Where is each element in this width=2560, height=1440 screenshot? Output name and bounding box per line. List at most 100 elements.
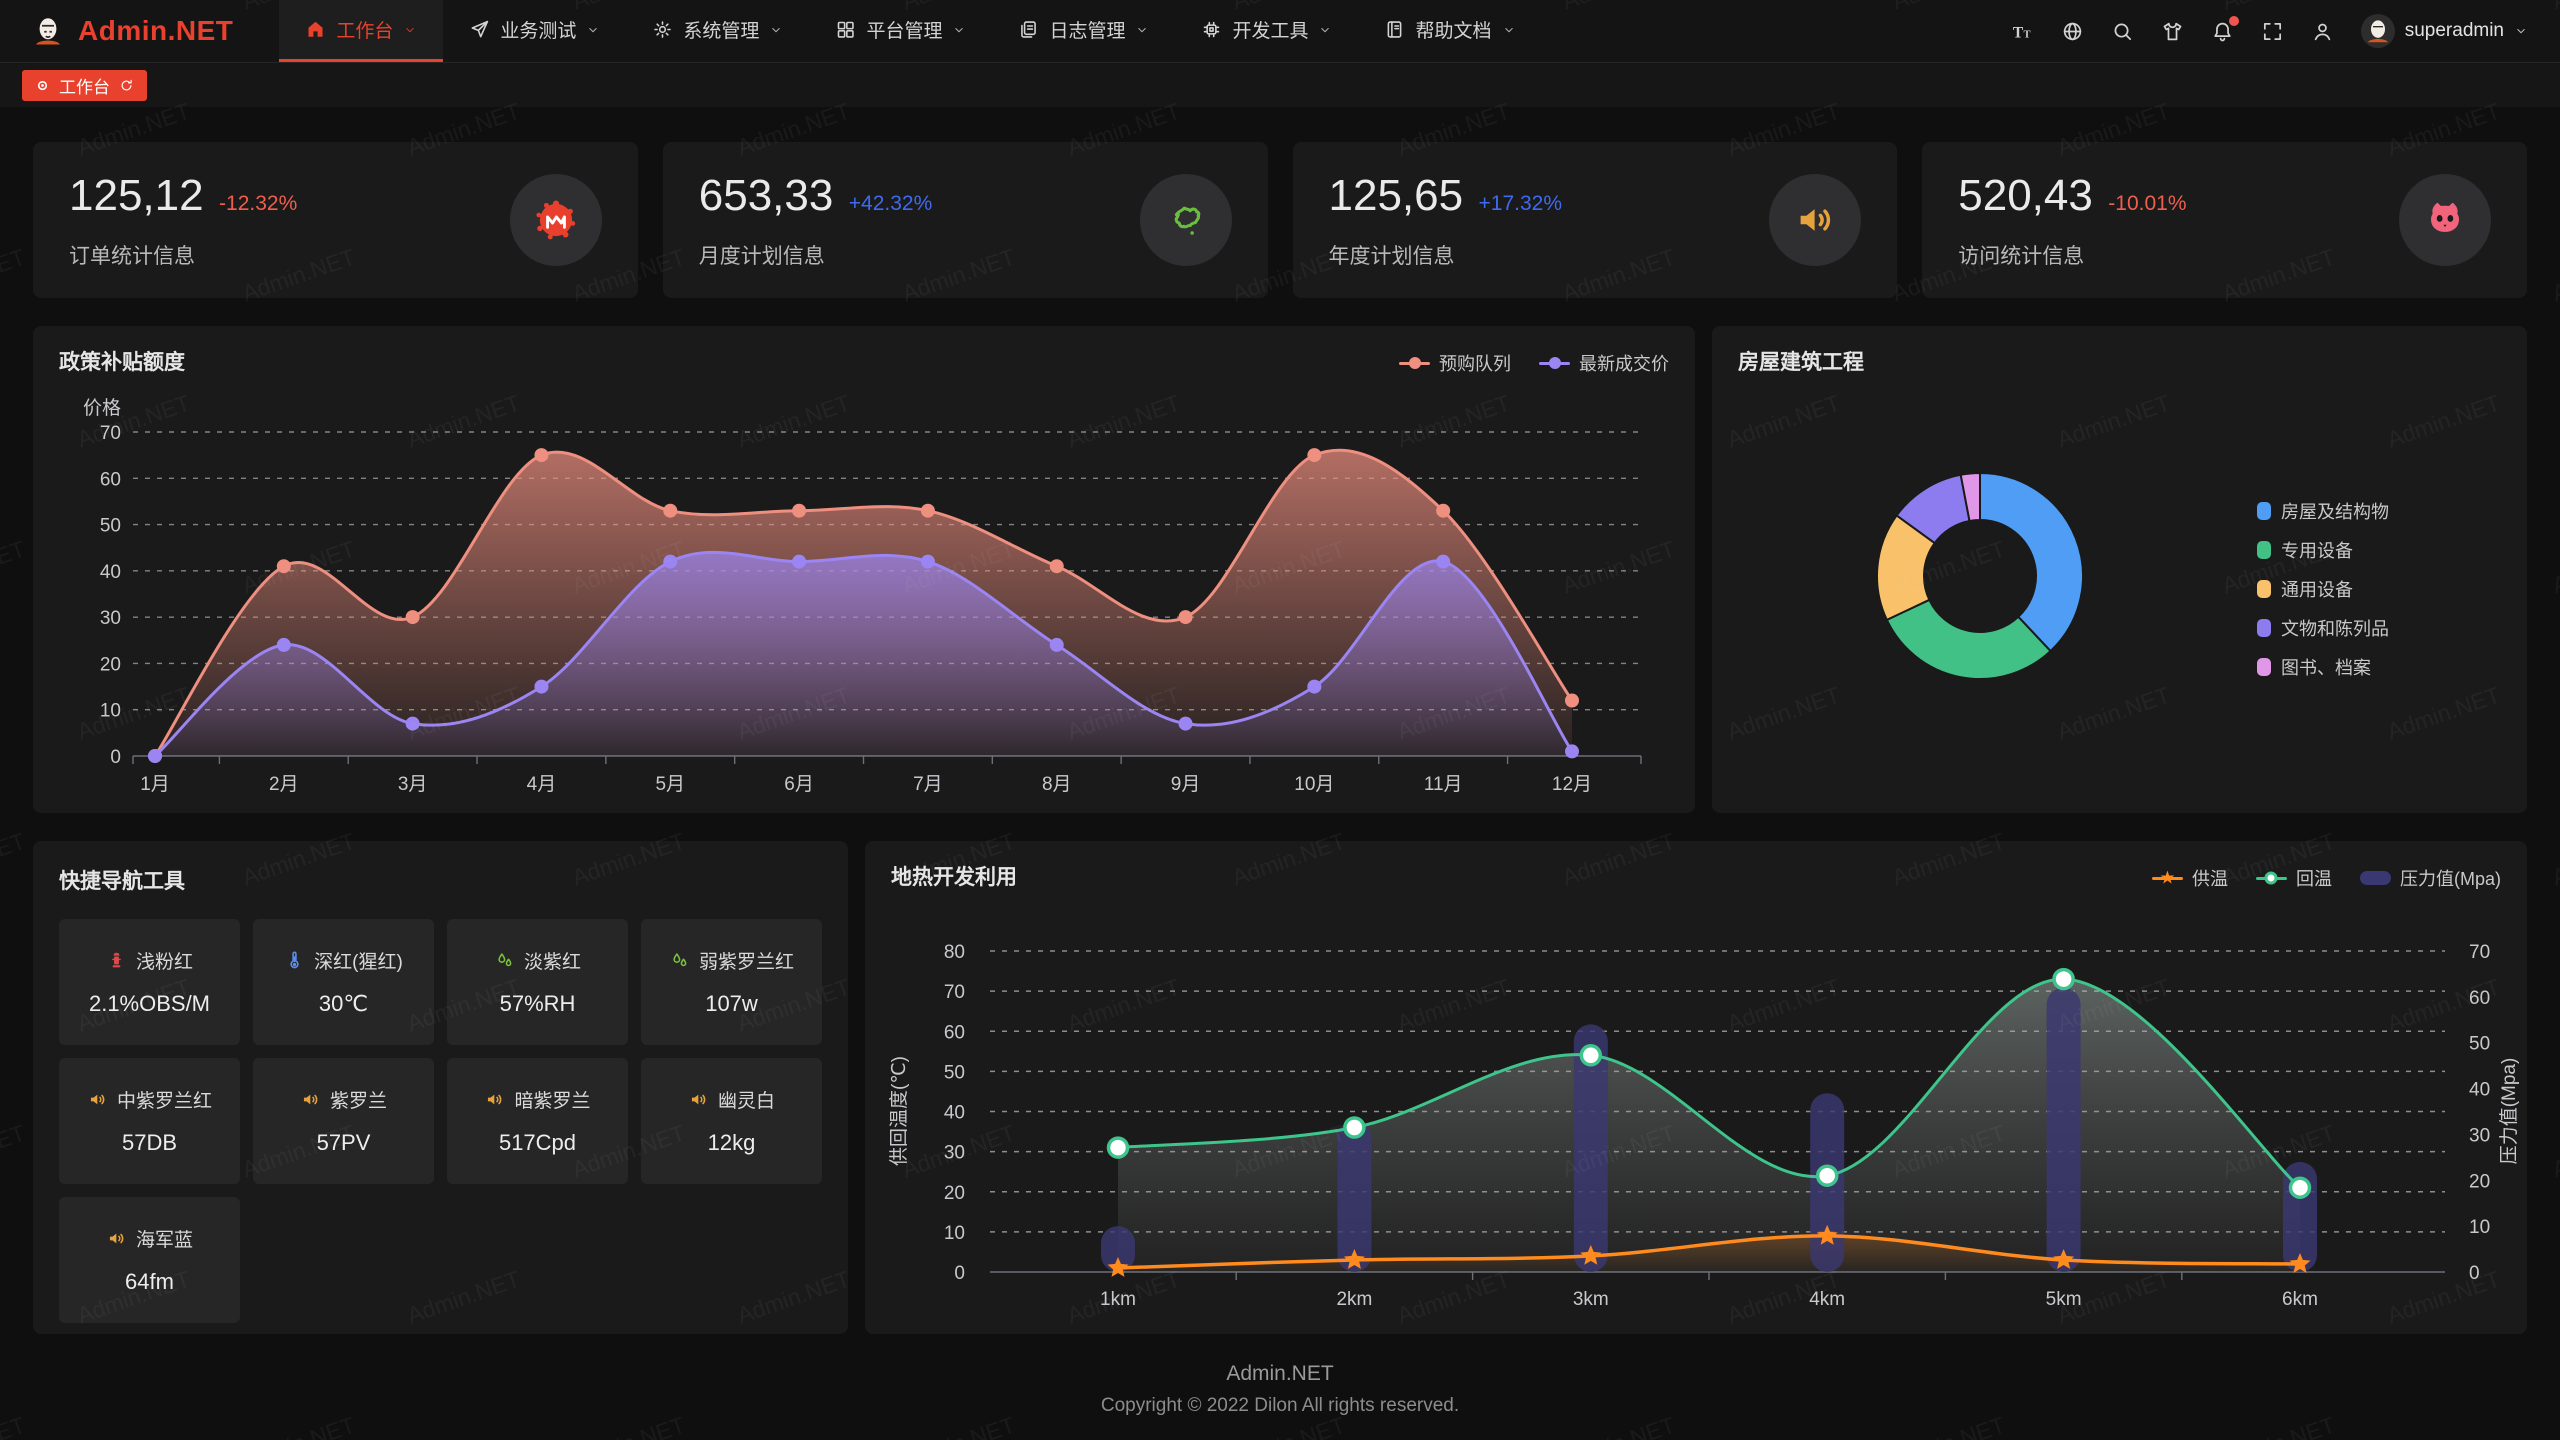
legend-item-图书、档案[interactable]: 图书、档案 — [2257, 654, 2389, 680]
user-menu[interactable]: superadmin — [2360, 14, 2528, 48]
quicknav-item-3[interactable]: 淡紫红 57%RH — [447, 919, 628, 1045]
svg-text:60: 60 — [100, 469, 121, 490]
language-icon[interactable] — [2061, 20, 2084, 43]
quicknav-item-6[interactable]: 紫罗兰 57PV — [253, 1058, 434, 1184]
chevron-down-icon — [769, 23, 783, 37]
svg-text:50: 50 — [944, 1062, 965, 1083]
legend-item-文物和陈列品[interactable]: 文物和陈列品 — [2257, 615, 2389, 641]
china-map-icon — [1163, 197, 1209, 243]
tab-label: 工作台 — [59, 77, 110, 97]
bell-icon[interactable] — [2211, 15, 2239, 43]
speaker-icon — [87, 1089, 108, 1110]
thermometer-icon — [284, 950, 305, 971]
svg-text:30: 30 — [944, 1143, 965, 1164]
legend-item-专用设备[interactable]: 专用设备 — [2257, 537, 2389, 563]
stat-texts: 125,65 +17.32% 年度计划信息 — [1329, 171, 1563, 270]
quicknav-item-5[interactable]: 中紫罗兰红 57DB — [59, 1058, 240, 1184]
menu-item-label: 工作台 — [336, 21, 394, 42]
housing-chart-legend: 房屋及结构物 专用设备通用设备文物和陈列品 图书、档案 — [2257, 498, 2389, 680]
svg-text:12月: 12月 — [1552, 774, 1592, 795]
legend-item-房屋及结构物[interactable]: 房屋及结构物 — [2257, 498, 2389, 524]
charts-row: 政策补贴额度 预购队列 最新成交价 价格 0 10 20 30 40 50 60 70 1月 2月 3月… — [33, 326, 2527, 813]
legend-item-预购队列[interactable]: 预购队列 — [1399, 350, 1511, 376]
stat-delta: +17.32% — [1478, 191, 1563, 215]
avatar — [2360, 14, 2395, 48]
menu-item-label: 业务测试 — [500, 21, 577, 42]
stat-card-3: 125,65 +17.32% 年度计划信息 — [1292, 142, 1898, 298]
svg-text:4km: 4km — [1809, 1289, 1845, 1310]
quicknav-item-value: 12kg — [707, 1130, 756, 1155]
quicknav-item-2[interactable]: 深红(猩红) 30℃ — [253, 919, 434, 1045]
stat-label: 订单统计信息 — [69, 244, 195, 268]
menu-item-label: 系统管理 — [683, 21, 760, 42]
speaker-icon — [688, 1089, 709, 1110]
quicknav-item-9[interactable]: 海军蓝 64fm — [59, 1197, 240, 1323]
geothermal-mixed-chart: 0 10 20 30 40 50 60 70 80 0 10 20 30 40 50 60 70 供回温度(℃) 压… — [888, 942, 2520, 1310]
svg-text:20: 20 — [100, 654, 121, 675]
mascot-icon — [2363, 16, 2393, 46]
menu-item-platform-manage[interactable]: 平台管理 — [809, 0, 992, 62]
menu-item-help-docs[interactable]: 帮助文档 — [1358, 0, 1541, 62]
theme-icon[interactable] — [2161, 20, 2184, 43]
stat-icon-circle — [2399, 174, 2491, 266]
subsidy-chart-card: 政策补贴额度 预购队列 最新成交价 价格 0 10 20 30 40 50 60 70 1月 2月 3月… — [33, 326, 1695, 813]
chevron-down-icon — [952, 23, 966, 37]
drops-icon — [669, 950, 690, 971]
legend-swatch — [2257, 541, 2271, 559]
legend-item-通用设备[interactable]: 通用设备 — [2257, 576, 2389, 602]
legend-item-供温[interactable]: ★ 供温 — [2151, 865, 2228, 891]
menu-item-system-manage[interactable]: 系统管理 — [626, 0, 809, 62]
legend-marker — [1399, 356, 1430, 370]
legend-item-最新成交价[interactable]: 最新成交价 — [1539, 350, 1669, 376]
svg-text:40: 40 — [2469, 1080, 2490, 1101]
refresh-icon[interactable] — [119, 78, 134, 93]
stat-value: 125,12 — [69, 170, 204, 220]
user-icon[interactable] — [2311, 20, 2334, 43]
stat-card-4: 520,43 -10.01% 访问统计信息 — [1922, 142, 2527, 298]
legend-marker: ★ — [2151, 868, 2183, 886]
menu-item-business-test[interactable]: 业务测试 — [443, 0, 626, 62]
geothermal-chart-card: 地热开发利用 ★ 供温 回温 压力值(Mpa) 0 10 20 30 40 50 60 70 80 0 1… — [865, 841, 2527, 1334]
stat-card-2: 653,33 +42.32% 月度计划信息 — [662, 142, 1268, 298]
quicknav-item-7[interactable]: 暗紫罗兰 517Cpd — [447, 1058, 628, 1184]
geothermal-chart-legend: ★ 供温 回温 压力值(Mpa) — [2151, 865, 2501, 891]
footer: Admin.NET Copyright © 2022 Dilon All rig… — [33, 1362, 2527, 1417]
svg-text:50: 50 — [2469, 1034, 2490, 1055]
legend-item-回温[interactable]: 回温 — [2255, 865, 2332, 891]
quicknav-item-value: 2.1%OBS/M — [88, 991, 211, 1016]
svg-text:70: 70 — [2469, 942, 2490, 963]
quicknav-item-1[interactable]: 浅粉红 2.1%OBS/M — [59, 919, 240, 1045]
housing-donut-chart — [1876, 471, 2084, 680]
fullscreen-icon[interactable] — [2261, 20, 2284, 43]
footer-app-name: Admin.NET — [1226, 1362, 1334, 1385]
legend-item-压力值(Mpa)[interactable]: 压力值(Mpa) — [2359, 865, 2501, 891]
tab-workbench[interactable]: 工作台 — [22, 69, 147, 101]
chevron-down-icon — [1135, 23, 1149, 37]
quicknav-item-8[interactable]: 幽灵白 12kg — [641, 1058, 822, 1184]
notification-badge — [2228, 15, 2239, 26]
quicknav-panel: 快捷导航工具 浅粉红 2.1%OBS/M 深红(猩红) 30℃ 淡紫红 57%R… — [33, 841, 848, 1334]
svg-text:4月: 4月 — [527, 774, 557, 795]
drops-icon — [494, 950, 515, 971]
svg-text:60: 60 — [2469, 988, 2490, 1009]
hydrant-icon — [106, 950, 127, 971]
menu-item-log-manage[interactable]: 日志管理 — [992, 0, 1175, 62]
svg-text:价格: 价格 — [83, 397, 121, 419]
svg-text:80: 80 — [944, 942, 965, 963]
quicknav-item-4[interactable]: 弱紫罗兰红 107w — [641, 919, 822, 1045]
stat-delta: -10.01% — [2108, 191, 2187, 215]
search-icon[interactable] — [2111, 20, 2134, 43]
svg-text:10: 10 — [2469, 1217, 2490, 1238]
quicknav-item-name: 中紫罗兰红 — [87, 1086, 212, 1113]
svg-text:2月: 2月 — [269, 774, 299, 795]
speaker-icon — [300, 1089, 321, 1110]
menu-item-workbench[interactable]: 工作台 — [279, 0, 444, 62]
svg-text:20: 20 — [944, 1183, 965, 1204]
logo[interactable]: Admin.NET — [0, 0, 279, 62]
dot-icon — [35, 78, 50, 93]
svg-text:压力值(Mpa): 压力值(Mpa) — [2498, 1058, 2520, 1165]
menu-item-dev-tools[interactable]: 开发工具 — [1175, 0, 1358, 62]
chevron-down-icon — [586, 23, 600, 37]
